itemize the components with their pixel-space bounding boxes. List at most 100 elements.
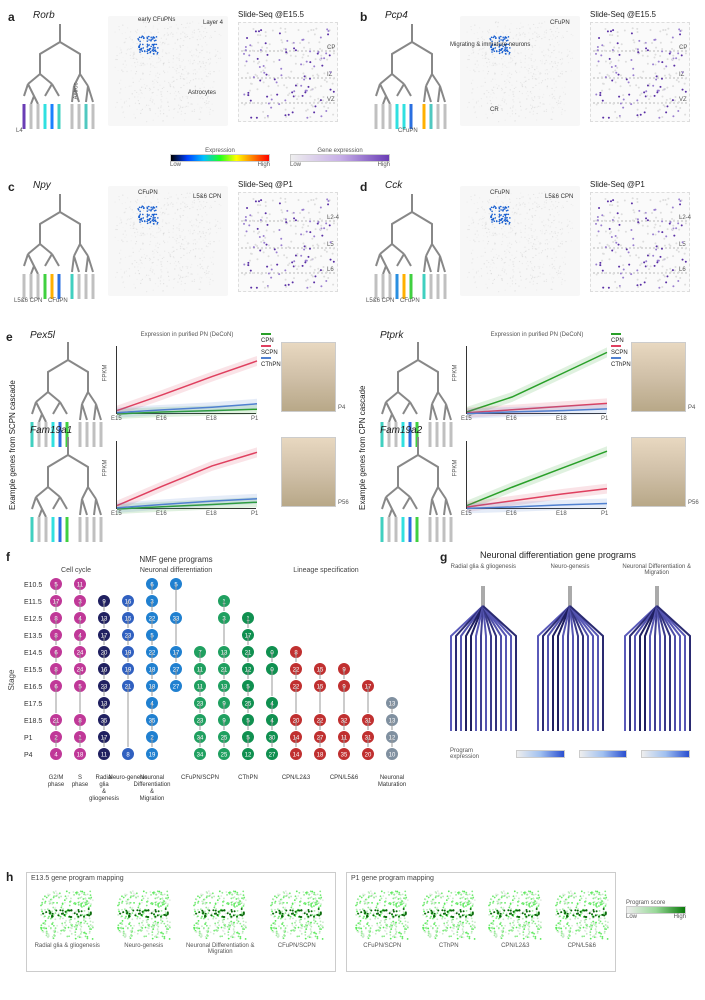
panel-b-dendrogram	[370, 24, 455, 134]
svg-text:18: 18	[77, 753, 84, 759]
panel-h-map: CPN/L5&6	[549, 887, 616, 969]
panel-g-tree: Neuronal Differentiation & Migration	[613, 564, 700, 744]
panel-g-tree: Radial glia & gliogenesis	[440, 564, 527, 744]
panel-d: d Cck L5&6 CPN CFuPN CFuPNL5&6 CPN Slide…	[360, 180, 700, 310]
panel-f: f NMF gene programsCell cycleNeuronal di…	[6, 550, 426, 800]
svg-text:IZ: IZ	[327, 72, 333, 78]
svg-text:CFuPN: CFuPN	[138, 190, 158, 196]
svg-text:35: 35	[341, 753, 348, 759]
svg-text:CPN/L2&3: CPN/L2&3	[282, 775, 311, 781]
panel-e-chart: E15E16E18P1FPKM	[466, 441, 606, 509]
panel-h-legend-low: Low	[626, 914, 637, 920]
panel-d-dendrogram	[370, 194, 455, 304]
panel-e-leftside-label: Example genes from SCPN cascade	[8, 370, 17, 510]
panel-e-row: Fam19a1E15E16E18P1FPKMP56	[26, 425, 356, 520]
panel-a: a Rorb L4 Astroc early CFuPNsLayer 4Astr…	[8, 10, 348, 140]
svg-text:E11.5: E11.5	[24, 599, 42, 606]
panel-b-slideseq: CPIZVZ	[590, 22, 690, 122]
panel-e-row: Fam19a2E15E16E18P1FPKMP56	[376, 425, 705, 520]
panel-c-dendro-cfupn: CFuPN	[48, 298, 68, 304]
panel-b-slide-title: Slide-Seq @E15.5	[590, 10, 656, 19]
panel-d-dendro-cfupn: CFuPN	[400, 298, 420, 304]
svg-text:CFuPN/SCPN: CFuPN/SCPN	[181, 775, 219, 781]
panel-c-slideseq: L2-4L5L6	[238, 192, 338, 292]
panel-h-legend-high: High	[674, 914, 686, 920]
panel-d-slideseq-dots: L2-4L5L6	[591, 193, 691, 293]
panel-e-chart: E15E16E18P1FPKM	[116, 441, 256, 509]
svg-text:L5&6 CPN: L5&6 CPN	[193, 194, 221, 200]
svg-text:Cell cycle: Cell cycle	[61, 567, 91, 574]
panel-h-map: CFuPN/SCPN	[259, 887, 336, 969]
panel-e-chart: E15E16E18P1FPKMExpression in purified PN…	[466, 346, 606, 414]
panel-c: c Npy L5&6 CPN CFuPN CFuPNL5&6 CPN Slide…	[8, 180, 348, 310]
svg-text:IZ: IZ	[679, 72, 685, 78]
panel-c-umap: CFuPN L5&6 CPN	[108, 186, 228, 296]
panel-c-gene: Npy	[33, 180, 51, 191]
svg-text:E14.5: E14.5	[24, 650, 42, 657]
panel-e-label: e	[6, 330, 13, 344]
svg-text:20: 20	[365, 753, 372, 759]
panel-c-slide-title: Slide-Seq @P1	[238, 180, 293, 189]
panel-e-dendro	[26, 342, 96, 422]
svg-text:27: 27	[269, 753, 276, 759]
panel-b-umap-scatter: CFuPNMigrating & immature neuronsCR	[460, 16, 580, 126]
panel-h-right-maps: CFuPN/SCPNCThPNCPN/L2&3CPN/L5&6	[349, 887, 615, 969]
panel-h-map: CFuPN/SCPN	[349, 887, 416, 969]
svg-text:E18.5: E18.5	[24, 718, 42, 725]
panel-e-rightside-label: Example genes from CPN cascade	[358, 370, 367, 510]
svg-text:E13.5: E13.5	[24, 633, 42, 640]
svg-text:25: 25	[221, 753, 228, 759]
svg-text:NMF gene programs: NMF gene programs	[139, 555, 212, 564]
svg-text:10: 10	[389, 753, 396, 759]
svg-text:Neuronal differentiation: Neuronal differentiation	[140, 567, 212, 574]
panel-e-ish	[281, 437, 336, 507]
svg-text:Lineage specification: Lineage specification	[293, 567, 358, 574]
geneexpr-low: Low	[290, 162, 301, 168]
svg-text:11: 11	[101, 753, 108, 759]
svg-text:34: 34	[197, 753, 204, 759]
svg-text:VZ: VZ	[327, 97, 335, 103]
expr-high: High	[258, 162, 270, 168]
panel-d-umap-scatter: CFuPNL5&6 CPN	[460, 186, 580, 296]
svg-text:G2/Mphase: G2/Mphase	[48, 775, 65, 788]
panel-d-slideseq: L2-4L5L6	[590, 192, 690, 292]
panel-b-slideseq-dots: CPIZVZ	[591, 23, 691, 123]
panel-e: e Example genes from SCPN cascade Pex5lE…	[6, 330, 699, 530]
panel-a-umap-scatter: early CFuPNsLayer 4Astrocytes	[108, 16, 228, 126]
svg-text:Stage: Stage	[7, 669, 16, 690]
panel-e-dendro	[376, 437, 446, 517]
panel-e-ish	[281, 342, 336, 412]
svg-text:E17.5: E17.5	[24, 701, 42, 708]
svg-text:CR: CR	[490, 107, 499, 113]
panel-g-bar3	[641, 750, 690, 758]
svg-text:CFuPN: CFuPN	[490, 190, 510, 196]
svg-text:NeuronalMaturation: NeuronalMaturation	[378, 775, 406, 788]
panel-e-chart: E15E16E18P1FPKMExpression in purified PN…	[116, 346, 256, 414]
geneexpr-colorbar	[290, 154, 390, 162]
panel-e-row: Ptprk E15E16E18P1FPKMExpression in purifi…	[376, 330, 705, 425]
panel-e-left-col: Pex5lE15E16E18P1FPKMExpression in purifi…	[26, 330, 356, 530]
svg-text:CPN/L5&6: CPN/L5&6	[330, 775, 359, 781]
panel-d-slide-title: Slide-Seq @P1	[590, 180, 645, 189]
panel-h-map: Neuronal Differentiation & Migration	[182, 887, 259, 969]
panel-g-label: g	[440, 550, 447, 564]
panel-b-gene: Pcp4	[385, 10, 408, 21]
svg-text:Migrating & immature neurons: Migrating & immature neurons	[450, 42, 530, 48]
panel-g-bar1	[516, 750, 565, 758]
panel-h-map: CThPN	[416, 887, 483, 969]
panel-h-legend-label: Program score	[626, 900, 701, 906]
panel-h-map: CPN/L2&3	[482, 887, 549, 969]
panel-a-label: a	[8, 10, 15, 24]
svg-text:14: 14	[293, 753, 300, 759]
panel-e-dendro	[376, 342, 446, 422]
panel-g-bar2	[579, 750, 628, 758]
svg-text:19: 19	[149, 753, 156, 759]
panel-h-label: h	[6, 870, 13, 884]
panel-e-gene: Ptprk	[380, 330, 403, 341]
svg-text:CThPN: CThPN	[238, 775, 258, 781]
panel-a-slide-title: Slide-Seq @E15.5	[238, 10, 304, 19]
svg-text:P4: P4	[24, 752, 33, 759]
panel-e-gene: Fam19a1	[30, 425, 72, 436]
panel-h-right-title: P1 gene program mapping	[351, 875, 434, 882]
svg-text:P1: P1	[24, 735, 33, 742]
